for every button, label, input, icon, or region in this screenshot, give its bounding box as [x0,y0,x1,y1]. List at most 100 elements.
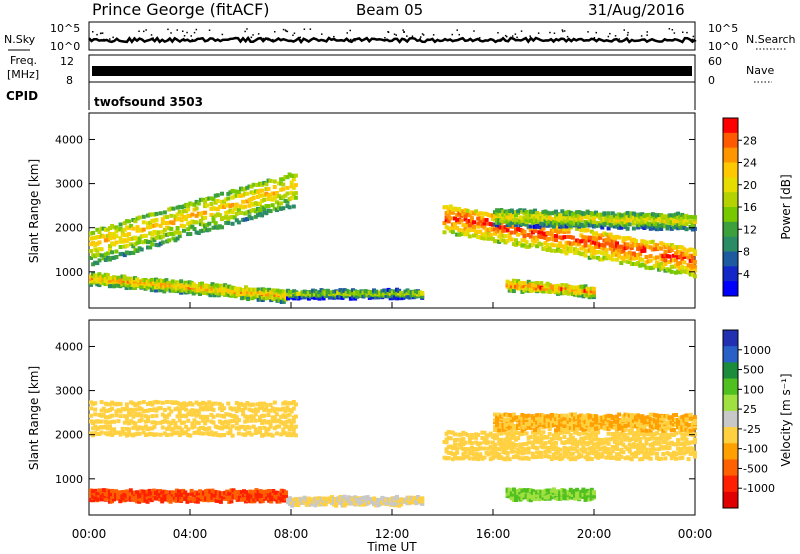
heatmap-cell [564,244,569,248]
heatmap-cell [265,296,269,300]
heatmap-cell [190,402,195,407]
heatmap-cell [644,455,649,460]
heatmap-cell [488,222,493,227]
heatmap-cell [210,288,215,293]
heatmap-cell [579,284,584,289]
power-heatmap [89,172,697,304]
heatmap-cell [610,421,615,426]
heatmap-cell [482,221,487,226]
heatmap-cell [655,425,659,430]
heatmap-cell [293,195,298,200]
heatmap-cell [258,201,262,206]
heatmap-cell [558,222,563,227]
heatmap-cell [457,220,462,225]
heatmap-cell [680,455,685,460]
heatmap-cell [269,496,274,501]
heatmap-cell [509,428,514,433]
heatmap-cell [558,213,563,218]
heatmap-cell [619,220,624,225]
heatmap-cell [655,246,659,251]
heatmap-cell [575,223,580,228]
heatmap-cell [585,417,590,422]
heatmap-cell [283,400,288,405]
heatmap-cell [188,213,193,218]
heatmap-cell [133,276,137,281]
heatmap-cell [186,204,191,208]
heatmap-cell [130,493,135,498]
heatmap-cell [617,418,622,423]
heatmap-cell [541,210,546,215]
heatmap-cell [124,243,129,248]
heatmap-cell [674,245,678,250]
heatmap-cell [120,277,125,282]
heatmap-cell [556,420,561,425]
heatmap-cell [493,213,497,218]
heatmap-cell [674,258,678,263]
heatmap-cell [665,433,670,438]
heatmap-cell [215,433,220,437]
heatmap-cell [244,295,248,300]
heatmap-cell [629,252,634,257]
heatmap-cell [174,498,179,503]
heatmap-cell [636,261,641,265]
nsky-point [516,36,518,39]
heatmap-cell [530,445,535,449]
heatmap-cell [501,233,506,238]
heatmap-cell [663,439,668,444]
nsky-point [176,38,178,40]
heatmap-cell [220,225,224,230]
heatmap-cell [167,412,172,417]
heatmap-cell [478,211,483,216]
heatmap-cell [631,237,636,242]
heatmap-cell [122,244,127,249]
heatmap-cell [184,209,189,214]
heatmap-cell [511,449,516,454]
nsky-point [686,31,688,34]
heatmap-cell [516,431,521,436]
heatmap-cell [186,232,191,237]
heatmap-cell [558,414,563,418]
heatmap-cell [93,407,98,412]
heatmap-cell [631,221,636,226]
heatmap-cell [640,428,645,433]
heatmap-cell [682,422,687,427]
heatmap-cell [547,431,552,436]
heatmap-cell [177,489,181,494]
heatmap-cell [505,440,510,444]
nsky-line [88,35,696,45]
heatmap-cell [251,409,256,414]
heatmap-cell [457,211,462,216]
heatmap-cell [650,265,655,270]
heatmap-cell [579,222,584,227]
heatmap-cell [642,435,647,440]
heatmap-cell [606,221,611,226]
heatmap-cell [405,291,410,296]
heatmap-cell [627,438,632,443]
heatmap-cell [198,229,203,234]
heatmap-cell [143,233,148,238]
heatmap-cell [99,419,104,424]
heatmap-cell [692,226,697,231]
heatmap-cell [145,492,150,497]
heatmap-cell [395,502,399,507]
nsky-point [170,32,172,34]
heatmap-cell [545,284,550,289]
heatmap-cell [397,288,402,293]
heatmap-cell [357,501,362,506]
heatmap-cell [222,425,227,430]
nsky-point [402,29,404,31]
heatmap-cell [629,427,634,432]
heatmap-cell [676,218,681,223]
heatmap-cell [646,451,651,456]
heatmap-cell [127,427,131,432]
heatmap-cell [204,283,209,288]
heatmap-cell [279,414,284,419]
heatmap-cell [457,207,462,211]
heatmap-cell [374,289,379,294]
heatmap-cell [640,224,645,229]
heatmap-cell [516,450,521,455]
heatmap-cell [472,456,476,461]
heatmap-cell [152,218,157,223]
heatmap-cell [680,216,685,221]
heatmap-cell [631,436,636,441]
